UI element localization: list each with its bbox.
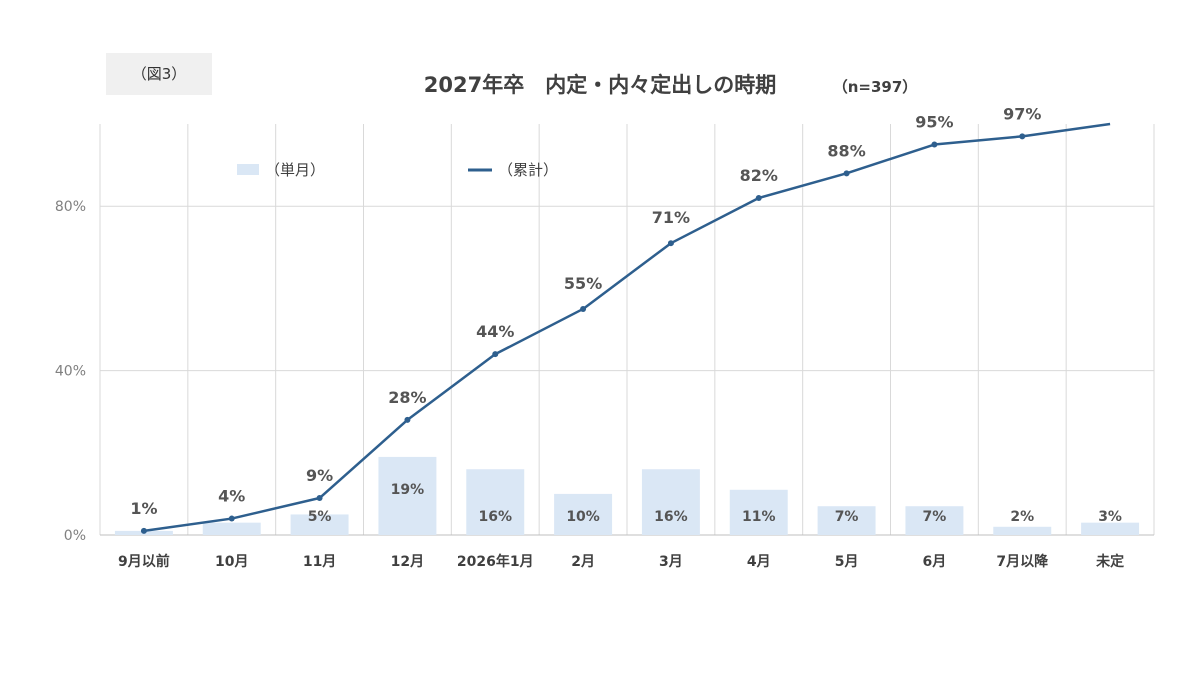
bar bbox=[1081, 522, 1140, 535]
cumulative-data-label: 97% bbox=[1003, 104, 1041, 123]
grid-layer: 0% 40% 80% 9月以前 10月 11月 12月 2026年1月 2月 3月 4月 5月 6月 7月… bbox=[55, 124, 1155, 570]
cumulative-point bbox=[228, 515, 235, 522]
legend-bar-swatch bbox=[237, 164, 259, 175]
line-layer bbox=[140, 122, 1111, 534]
bar bbox=[729, 489, 788, 535]
cumulative-point bbox=[931, 141, 938, 148]
legend-bar-label: （単月） bbox=[265, 161, 325, 179]
bar-data-label: 7% bbox=[835, 509, 859, 525]
x-tick-label: 6月 bbox=[923, 554, 947, 570]
cumulative-point bbox=[1019, 133, 1026, 140]
bar-data-label: 7% bbox=[923, 509, 947, 525]
bar-data-label: 11% bbox=[742, 509, 776, 525]
cumulative-point bbox=[580, 305, 587, 312]
cumulative-data-label: 95% bbox=[915, 113, 953, 132]
bar-data-label: 5% bbox=[308, 509, 332, 525]
bar bbox=[290, 514, 349, 535]
bar bbox=[202, 522, 261, 535]
bar-data-label: 10% bbox=[566, 509, 600, 525]
x-tick-label: 7月以降 bbox=[996, 553, 1049, 570]
y-tick-label: 0% bbox=[64, 528, 86, 544]
chart-subtitle: （n=397） bbox=[833, 78, 918, 96]
x-tick-label: 9月以前 bbox=[118, 553, 170, 570]
cumulative-point bbox=[404, 416, 411, 423]
cumulative-data-label: 82% bbox=[740, 166, 778, 185]
x-tick-label: 未定 bbox=[1096, 553, 1124, 570]
cumulative-data-label: 28% bbox=[388, 388, 426, 407]
x-tick-label: 3月 bbox=[659, 554, 683, 570]
cumulative-data-label: 88% bbox=[827, 141, 865, 160]
y-tick-label: 80% bbox=[55, 199, 86, 215]
x-tick-label: 10月 bbox=[215, 554, 248, 570]
bar bbox=[554, 493, 613, 535]
x-tick-label: 2月 bbox=[571, 554, 595, 570]
chart-title: 2027年卒 内定・内々定出しの時期 bbox=[424, 73, 776, 97]
bar bbox=[378, 456, 437, 535]
cumulative-point bbox=[843, 170, 850, 177]
cumulative-data-label: 1% bbox=[130, 499, 157, 518]
bar-data-label: 3% bbox=[1098, 509, 1122, 525]
legend: （単月） （累計） bbox=[237, 161, 558, 179]
bar bbox=[905, 506, 964, 535]
bar-data-label: 16% bbox=[478, 509, 512, 525]
cumulative-data-label: 4% bbox=[218, 487, 245, 506]
bar bbox=[817, 506, 876, 535]
label-layer: 5% 19% 16% 10% 16% 11% 7% 7% 2% 3% 1% 4% 9% 28% 44% 55%… bbox=[130, 104, 1122, 525]
bar-data-label: 2% bbox=[1010, 509, 1034, 525]
legend-line-label: （累計） bbox=[498, 161, 558, 179]
bar-data-label: 16% bbox=[654, 509, 688, 525]
x-tick-label: 12月 bbox=[391, 554, 424, 570]
cumulative-data-label: 9% bbox=[306, 466, 333, 485]
cumulative-line bbox=[143, 122, 1111, 533]
cumulative-point bbox=[492, 351, 499, 358]
bar bbox=[466, 469, 525, 535]
bar bbox=[993, 526, 1052, 535]
cumulative-point bbox=[316, 495, 323, 502]
figure-label-box: （図3） bbox=[106, 53, 212, 95]
cumulative-point bbox=[755, 194, 762, 201]
x-tick-label: 11月 bbox=[303, 554, 336, 570]
x-tick-label: 5月 bbox=[835, 554, 859, 570]
figure-label: （図3） bbox=[131, 65, 187, 83]
cumulative-data-label: 55% bbox=[564, 274, 602, 293]
cumulative-data-label: 71% bbox=[652, 208, 690, 227]
y-tick-label: 40% bbox=[55, 364, 86, 380]
cumulative-point bbox=[140, 527, 147, 534]
cumulative-data-label: 44% bbox=[476, 322, 514, 341]
x-tick-label: 2026年1月 bbox=[457, 553, 534, 570]
bar-data-label: 19% bbox=[391, 482, 425, 498]
x-tick-label: 4月 bbox=[747, 554, 771, 570]
cumulative-point bbox=[667, 240, 674, 247]
bar bbox=[641, 469, 700, 535]
